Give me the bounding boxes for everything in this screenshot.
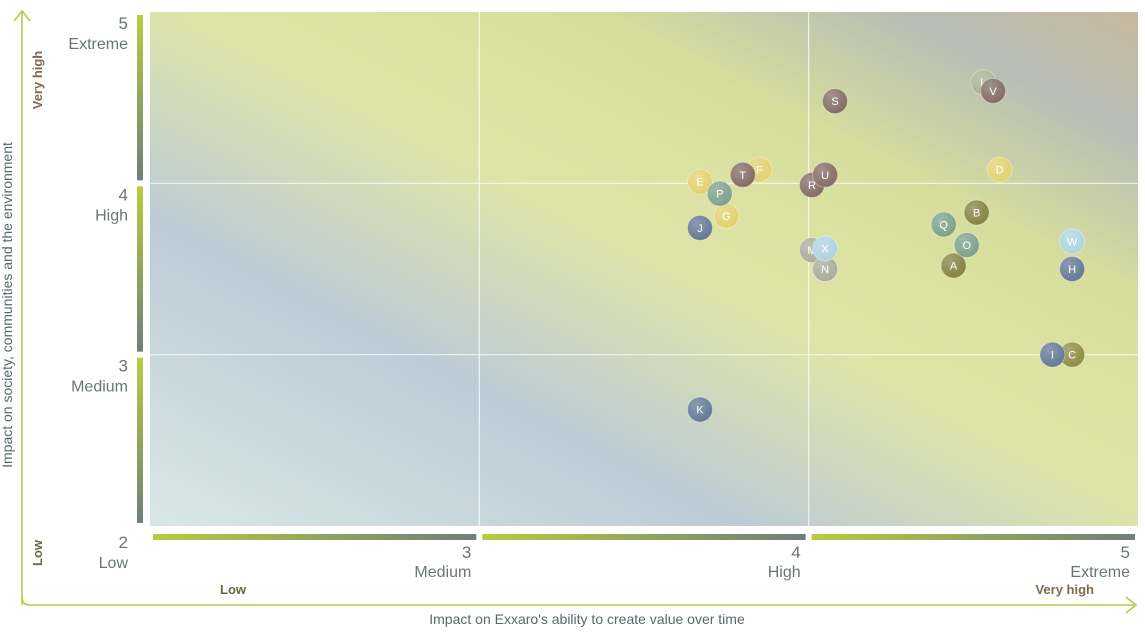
data-point-shine — [687, 169, 713, 195]
x-level-low-label: Low — [220, 582, 247, 597]
y-level-band — [137, 186, 143, 352]
data-point-E: E — [686, 168, 713, 195]
data-point-label: Q — [939, 219, 948, 231]
y-tick-number: 2 — [119, 533, 128, 552]
plot-background — [150, 12, 1138, 526]
data-point-shine — [812, 235, 838, 261]
data-point-I: I — [1039, 341, 1066, 368]
axis-arrows — [13, 9, 1138, 614]
data-point-shine — [987, 157, 1013, 183]
x-axis-line — [21, 596, 1134, 606]
x-level-band — [482, 534, 806, 540]
data-point-S: S — [822, 88, 849, 115]
x-level-high-label: Very high — [1035, 582, 1094, 597]
data-point-U: U — [812, 161, 839, 188]
data-point-label: D — [996, 165, 1004, 177]
x-tick-number: 3 — [462, 543, 471, 562]
data-point-shine — [730, 162, 756, 188]
x-level-band — [811, 534, 1135, 540]
y-level-band — [137, 357, 143, 523]
data-point-shine — [812, 256, 838, 282]
y-axis-title: Impact on society, communities and the e… — [0, 142, 15, 468]
data-point-shine — [1059, 342, 1085, 368]
data-point-T: T — [729, 161, 756, 188]
grid-lines — [150, 12, 1138, 526]
y-tick-number: 5 — [119, 14, 128, 33]
data-point-label: E — [696, 177, 703, 189]
data-point-label: H — [1068, 264, 1076, 276]
data-point-J: J — [686, 214, 713, 241]
x-tick-word: High — [768, 564, 801, 581]
data-points: ABCDEFGHIJKLMNOPQRSTUVWX — [686, 69, 1086, 423]
data-point-label: S — [831, 96, 838, 108]
x-level-band — [153, 534, 477, 540]
x-tick-word: Extreme — [1070, 564, 1130, 581]
data-point-label: R — [808, 180, 816, 192]
y-tick-number: 4 — [119, 185, 128, 204]
data-point-shine — [812, 162, 838, 188]
data-point-label: C — [1068, 350, 1076, 362]
data-point-label: B — [973, 207, 980, 219]
data-point-label: X — [821, 243, 829, 255]
data-point-Q: Q — [930, 211, 957, 238]
data-point-shine — [687, 215, 713, 241]
level-bands — [137, 15, 1135, 540]
y-tick-word: Extreme — [68, 36, 128, 53]
data-point-label: N — [821, 264, 829, 276]
data-point-shine — [713, 203, 739, 229]
data-point-shine — [931, 211, 957, 237]
data-point-D: D — [986, 156, 1013, 183]
data-point-label: K — [696, 404, 704, 416]
data-point-label: F — [756, 165, 763, 177]
y-tick-number: 3 — [119, 357, 128, 376]
data-point-label: A — [950, 261, 958, 273]
data-point-B: B — [963, 199, 990, 226]
y-tick-word: Medium — [71, 379, 128, 396]
data-point-N: N — [812, 256, 839, 282]
data-point-shine — [707, 181, 733, 207]
data-point-label: O — [962, 240, 971, 252]
data-point-shine — [822, 88, 848, 114]
data-point-label: V — [989, 86, 997, 98]
data-point-X: X — [812, 235, 839, 262]
data-point-label: P — [716, 189, 723, 201]
data-point-K: K — [686, 396, 713, 423]
data-point-W: W — [1059, 228, 1086, 255]
data-point-shine — [1059, 229, 1085, 255]
tick-labels: 3 Medium 4 High 5 Extreme 2 Low 3 Medium 4 High 5 Ext… — [68, 14, 1130, 581]
data-point-P: P — [706, 180, 733, 207]
data-point-A: A — [940, 252, 967, 279]
x-axis-title: Impact on Exxaro's ability to create val… — [429, 611, 745, 627]
data-point-label: U — [821, 170, 829, 182]
data-point-label: M — [807, 245, 816, 257]
data-point-shine — [687, 396, 713, 422]
y-axis-arrowhead — [13, 9, 31, 22]
data-point-label: G — [722, 211, 731, 223]
y-level-low-label: Low — [30, 539, 45, 566]
data-point-label: I — [1051, 350, 1054, 362]
data-point-shine — [980, 78, 1006, 104]
data-point-H: H — [1059, 256, 1086, 282]
x-tick-number: 4 — [791, 543, 800, 562]
x-tick-number: 5 — [1121, 543, 1130, 562]
y-tick-word: High — [95, 207, 128, 224]
x-axis-arrowhead — [1125, 596, 1138, 614]
data-point-O: O — [953, 232, 980, 259]
data-point-shine — [1059, 256, 1085, 282]
y-level-high-label: Very high — [30, 51, 45, 110]
data-point-label: W — [1067, 237, 1078, 249]
data-point-shine — [941, 253, 967, 279]
data-point-G: G — [713, 202, 740, 229]
y-tick-word: Low — [99, 555, 129, 572]
data-point-label: T — [739, 170, 746, 182]
y-level-band — [137, 15, 143, 181]
data-point-shine — [964, 199, 990, 225]
x-tick-word: Medium — [414, 564, 471, 581]
data-point-shine — [1039, 342, 1065, 368]
data-point-V: V — [980, 77, 1007, 104]
data-point-label: J — [697, 223, 703, 235]
data-point-shine — [954, 232, 980, 258]
